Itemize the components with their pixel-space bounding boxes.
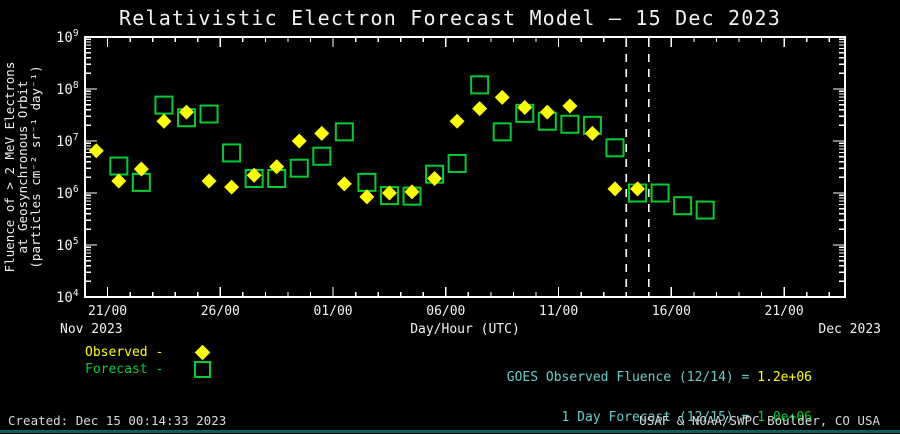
forecast-point xyxy=(312,146,332,166)
x-tick-label: 01/00 xyxy=(314,304,353,319)
x-tick-label: 11/00 xyxy=(539,304,578,319)
forecast-point xyxy=(560,114,580,134)
plot-border xyxy=(84,36,846,298)
observed-point xyxy=(111,173,127,189)
x-tick-label: 21/00 xyxy=(765,304,804,319)
legend-row-observed: Observed - xyxy=(85,344,214,361)
y-tick-label: 109 xyxy=(56,28,79,46)
forecast-point xyxy=(695,200,715,220)
y-axis-title-line: (particles cm⁻² sr⁻¹ day⁻¹) xyxy=(28,65,43,268)
forecast-point xyxy=(605,138,625,158)
created-timestamp: Created: Dec 15 00:14:33 2023 xyxy=(8,413,227,428)
series-forecast xyxy=(109,75,715,220)
forecast-point xyxy=(289,158,309,178)
forecast-point xyxy=(199,104,219,124)
observed-point xyxy=(607,181,623,197)
observed-point xyxy=(291,133,307,149)
y-axis-title-line: at Geosynchronous Orbit xyxy=(15,80,30,253)
x-axis-title: Day/Hour (UTC) xyxy=(410,322,520,337)
goes-fluence-block: GOES Observed Fluence (12/14) = 1.2e+06 … xyxy=(507,344,812,434)
y-axis-title-line: Fluence of > 2 MeV Electrons xyxy=(2,62,17,273)
chart-legend: Observed - Forecast - xyxy=(85,344,214,378)
y-tick-label: 105 xyxy=(56,236,79,254)
observed-point xyxy=(201,173,217,189)
observed-point xyxy=(156,113,172,129)
x-axis-left-label: Nov 2023 xyxy=(60,322,123,337)
observed-point xyxy=(494,89,510,105)
goes-observed-value: 1.2e+06 xyxy=(757,369,812,385)
y-tick-label: 108 xyxy=(56,80,79,98)
forecast-point xyxy=(492,122,512,142)
diamond-shape xyxy=(194,344,210,361)
series-observed xyxy=(88,89,646,205)
observed-point xyxy=(630,181,646,197)
observed-point xyxy=(539,104,555,120)
goes-1day-value: 1.0e+06 xyxy=(757,410,812,426)
observed-point xyxy=(314,125,330,141)
forecast-point xyxy=(650,183,670,203)
goes-line-observed: GOES Observed Fluence (12/14) = 1.2e+06 xyxy=(506,369,812,385)
observed-point xyxy=(472,101,488,117)
forecast-point xyxy=(470,75,490,95)
observed-point xyxy=(336,176,352,192)
x-tick-label: 26/00 xyxy=(201,304,240,319)
axis-labels: 109 108 107 106 105 104 21/00 26/00 01/00 06/00 11… xyxy=(56,28,881,337)
observed-point xyxy=(246,167,262,183)
x-tick-label: 16/00 xyxy=(652,304,691,319)
forecast-square-icon xyxy=(190,361,214,378)
axes xyxy=(84,36,846,298)
observed-point xyxy=(269,159,285,175)
observed-point xyxy=(517,100,533,116)
observed-diamond-icon xyxy=(190,344,214,361)
observed-point xyxy=(404,184,420,200)
observed-point xyxy=(178,104,194,120)
tick-marks xyxy=(85,36,845,298)
goes-line-1day: 1 Day Forecast (12/15) = 1.0e+06 xyxy=(561,410,812,426)
fluence-chart: 109 108 107 106 105 104 21/00 26/00 01/00 06/00 11… xyxy=(2,28,881,337)
legend-forecast-label: Forecast - xyxy=(85,362,164,377)
agency-credit: USAF & NOAA/SWPC Boulder, CO USA xyxy=(639,413,880,428)
legend-observed-label: Observed - xyxy=(85,345,164,360)
observed-point xyxy=(449,113,465,129)
observed-point xyxy=(224,179,240,195)
y-tick-label: 107 xyxy=(56,132,79,150)
observed-point xyxy=(562,98,578,114)
bottom-separator-line xyxy=(0,430,900,433)
page-title: Relativistic Electron Forecast Model — 1… xyxy=(118,6,782,30)
observed-point xyxy=(427,171,443,187)
square-shape xyxy=(193,361,211,378)
legend-row-forecast: Forecast - xyxy=(85,361,214,378)
y-tick-label: 104 xyxy=(56,288,79,306)
observed-point xyxy=(381,185,397,201)
forecast-point xyxy=(154,95,174,115)
x-tick-label: 06/00 xyxy=(426,304,465,319)
forecast-point xyxy=(357,172,377,192)
y-tick-label: 106 xyxy=(56,184,79,202)
forecast-point xyxy=(222,143,242,163)
forecast-point xyxy=(673,196,693,216)
x-axis-right-label: Dec 2023 xyxy=(818,322,881,337)
forecast-point xyxy=(334,122,354,142)
x-tick-label: 21/00 xyxy=(88,304,127,319)
forecast-point xyxy=(447,153,467,173)
observed-point xyxy=(584,125,600,141)
observed-point xyxy=(133,161,149,177)
observed-point xyxy=(88,143,104,159)
observed-point xyxy=(359,189,375,205)
forecast-point xyxy=(109,156,129,176)
